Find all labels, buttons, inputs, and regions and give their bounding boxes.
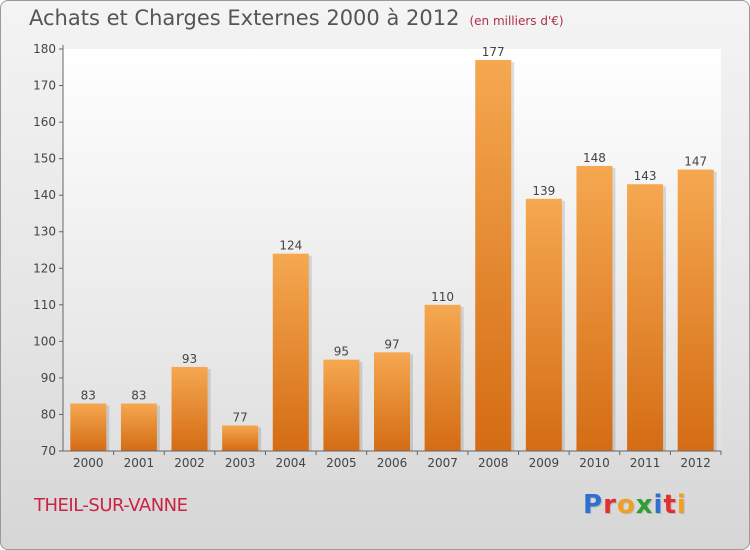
- logo-letter: t: [663, 490, 677, 520]
- data-label: 93: [182, 352, 197, 366]
- data-label: 95: [334, 345, 349, 359]
- data-label: 143: [634, 169, 657, 183]
- logo-letter: r: [603, 490, 617, 520]
- x-tick-label: 2006: [377, 456, 408, 470]
- y-tick-label: 90: [41, 371, 56, 385]
- data-label: 83: [131, 388, 146, 402]
- chart-title: Achats et Charges Externes 2000 à 2012 (e…: [29, 6, 564, 30]
- bar-2005: [323, 359, 360, 451]
- x-tick-label: 2002: [174, 456, 205, 470]
- y-tick-label: 110: [33, 298, 56, 312]
- data-label: 147: [684, 155, 707, 169]
- bar-2001: [120, 403, 157, 451]
- x-tick-label: 2011: [630, 456, 661, 470]
- y-tick-label: 80: [41, 407, 56, 421]
- bar-2003: [222, 425, 259, 451]
- y-tick-label: 100: [33, 334, 56, 348]
- commune-name: THEIL-SUR-VANNE: [34, 495, 188, 516]
- data-label: 139: [532, 184, 555, 198]
- data-label: 97: [384, 337, 399, 351]
- bar-2008: [475, 59, 512, 452]
- chart-subtitle: (en milliers d'€): [469, 14, 564, 28]
- x-tick-label: 2008: [478, 456, 509, 470]
- data-label: 124: [279, 239, 302, 253]
- y-tick-label: 160: [33, 115, 56, 129]
- x-tick-label: 2012: [680, 456, 711, 470]
- x-tick-label: 2003: [225, 456, 256, 470]
- data-label: 148: [583, 151, 606, 165]
- bar-2004: [272, 253, 309, 451]
- data-label: 177: [482, 45, 505, 59]
- x-tick-label: 2005: [326, 456, 357, 470]
- chart-title-text: Achats et Charges Externes 2000 à 2012: [29, 6, 460, 30]
- bar-2006: [374, 352, 410, 451]
- data-label: 77: [233, 410, 248, 424]
- logo-letter: o: [616, 490, 636, 520]
- bar-2002: [171, 366, 208, 451]
- bar-2010: [576, 165, 613, 452]
- y-tick-label: 180: [33, 42, 56, 56]
- bar-2012: [677, 169, 714, 451]
- x-tick-label: 2010: [579, 456, 610, 470]
- bar-2009: [525, 198, 562, 451]
- data-label: 83: [81, 388, 96, 402]
- data-label: 110: [431, 290, 454, 304]
- y-tick-label: 130: [33, 225, 56, 239]
- x-tick-label: 2001: [124, 456, 155, 470]
- logo-letter: P: [583, 490, 604, 520]
- logo-letter: i: [653, 490, 664, 520]
- logo-letter: i: [676, 490, 687, 520]
- y-tick-label: 140: [33, 188, 56, 202]
- logo-letter: x: [635, 490, 654, 520]
- y-tick-label: 70: [41, 444, 56, 458]
- x-tick-label: 2004: [275, 456, 306, 470]
- x-tick-label: 2009: [529, 456, 560, 470]
- bar-2011: [627, 184, 664, 451]
- x-tick-label: 2000: [73, 456, 104, 470]
- y-tick-label: 170: [33, 79, 56, 93]
- bar-2000: [70, 403, 107, 451]
- x-tick-label: 2007: [427, 456, 458, 470]
- bar-2007: [424, 304, 461, 451]
- proxiti-logo: Proxiti: [583, 490, 687, 520]
- y-tick-label: 150: [33, 152, 56, 166]
- y-tick-label: 120: [33, 261, 56, 275]
